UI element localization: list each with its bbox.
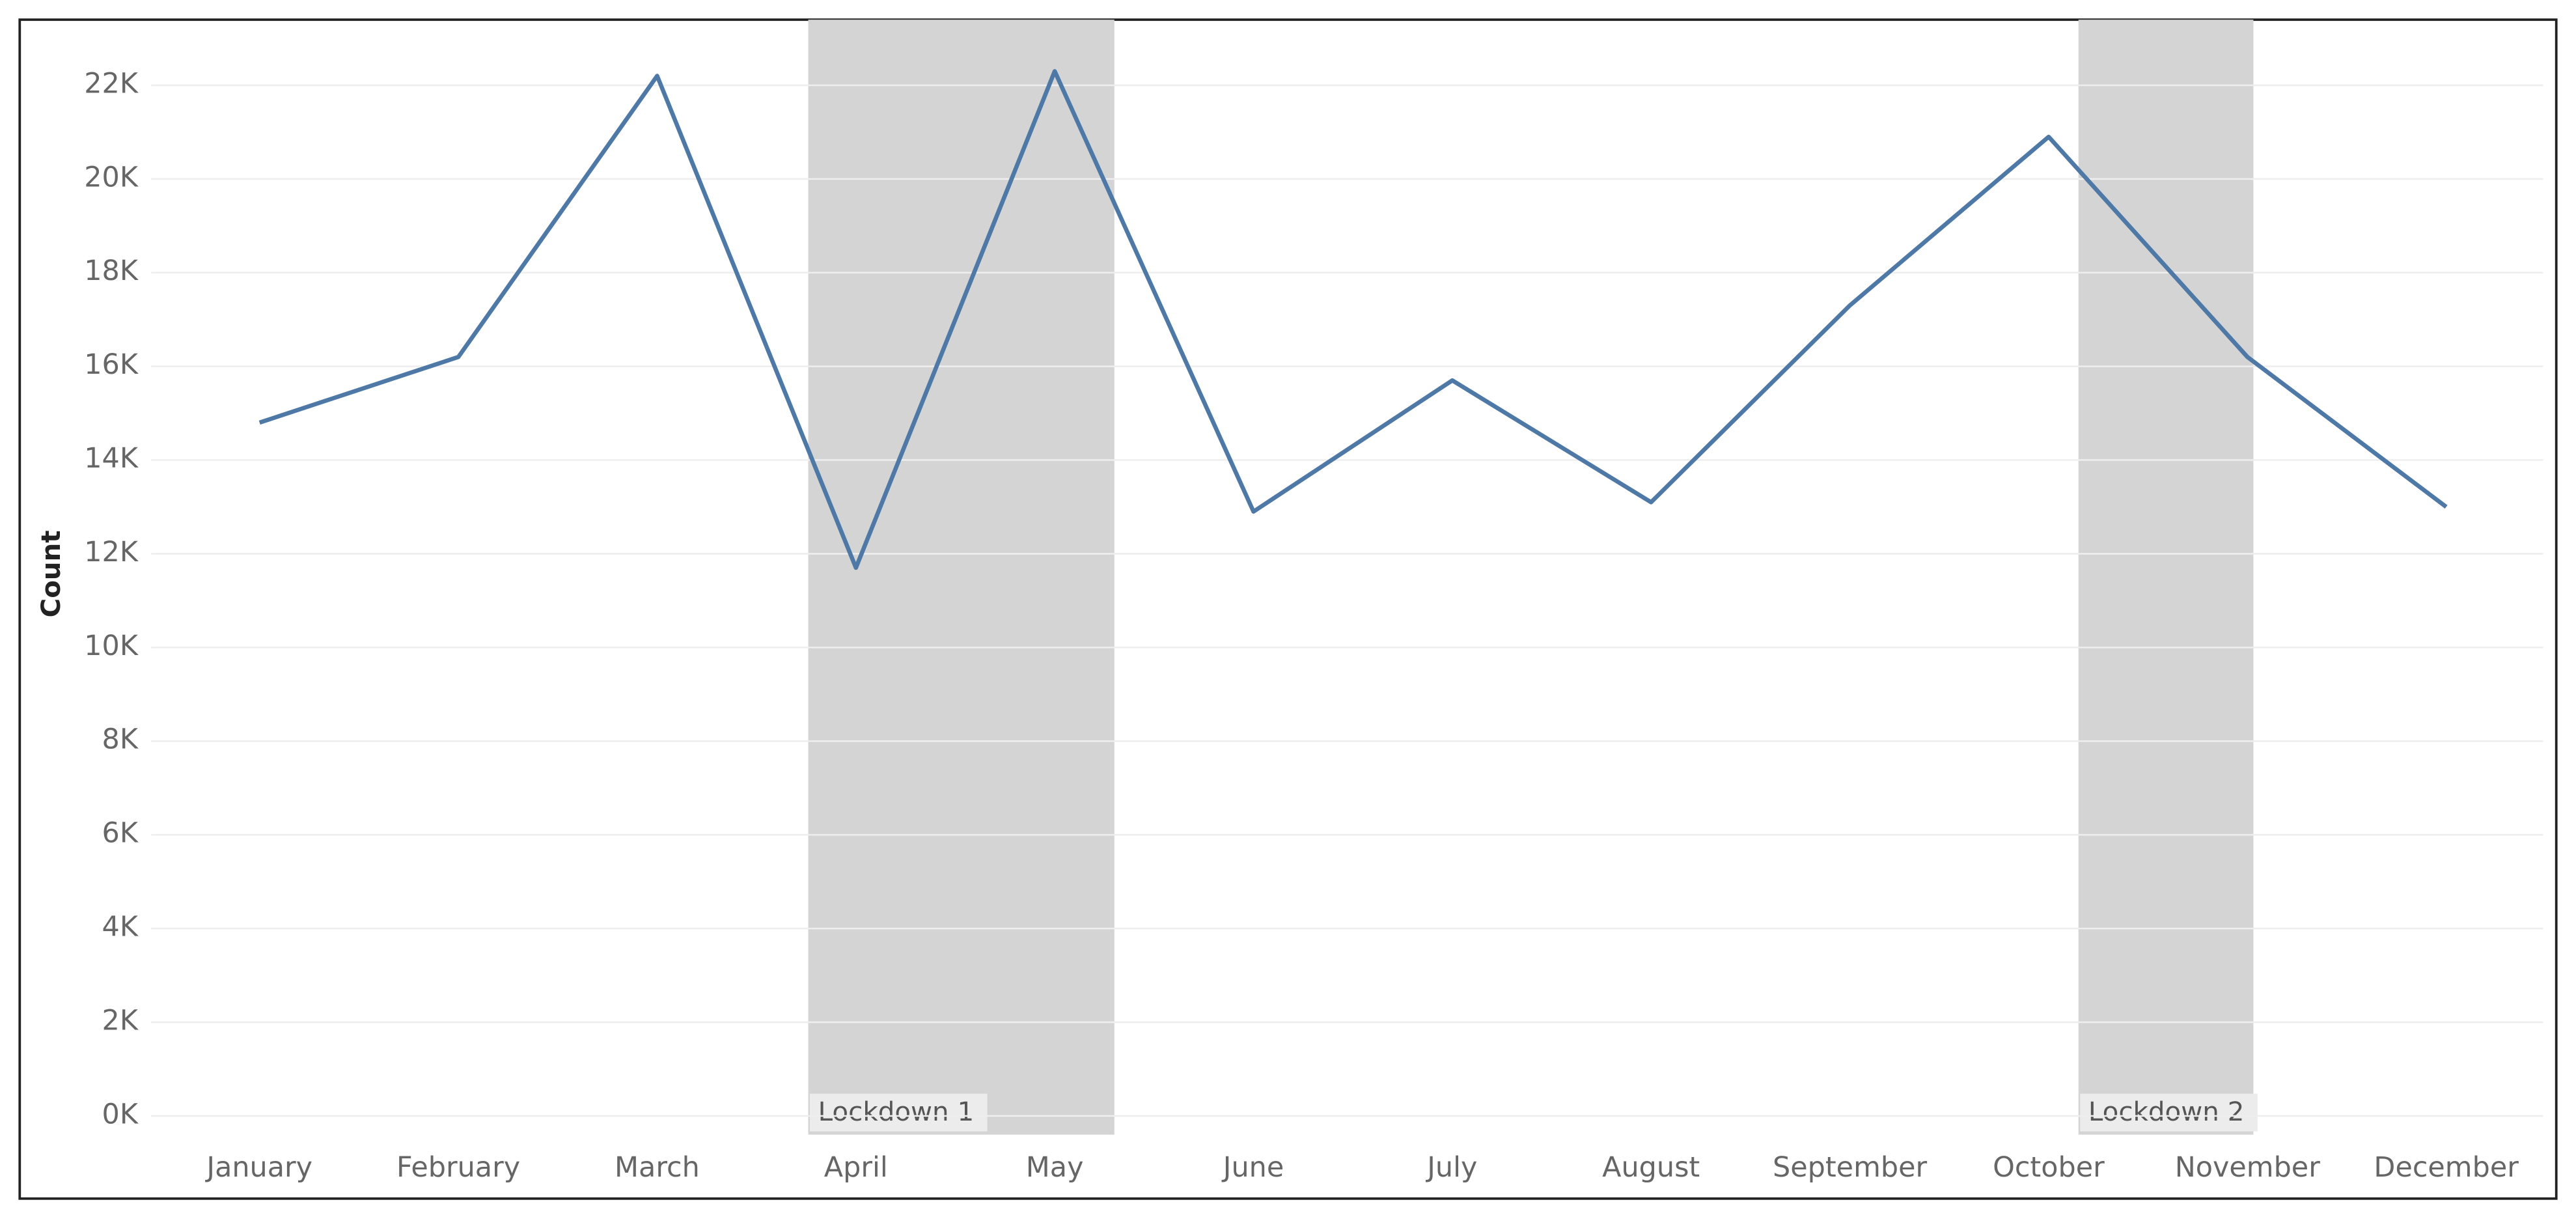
y-tick-label: 12K	[84, 536, 139, 568]
data-line	[258, 69, 2448, 570]
y-tick-label: 16K	[84, 348, 139, 381]
x-tick-label: November	[2175, 1151, 2321, 1184]
y-tick-label: 22K	[84, 67, 139, 100]
x-tick-label: March	[615, 1151, 700, 1184]
y-tick-label: 4K	[102, 911, 139, 943]
y-tick-label: 6K	[102, 817, 139, 850]
x-tick-label: June	[1221, 1151, 1284, 1184]
y-tick-label: 10K	[84, 630, 139, 662]
y-axis-label: Count	[36, 530, 66, 617]
y-tick-label: 18K	[84, 255, 139, 287]
x-tick-label: January	[204, 1151, 312, 1184]
y-tick-label: 0K	[102, 1098, 139, 1130]
band-label: Lockdown 2	[2088, 1096, 2245, 1127]
grid: 0K 2K 4K 6K 8K 10K 12K 14K 16K 18K 20K 22K January Fe…	[84, 67, 2543, 1184]
shaded-band	[2078, 20, 2254, 1135]
marks	[258, 69, 2448, 570]
bands: Lockdown 1 Lockdown 2	[808, 20, 2258, 1135]
x-tick-label: August	[1602, 1151, 1700, 1184]
band-label: Lockdown 1	[818, 1096, 975, 1127]
y-tick-label: 8K	[102, 723, 139, 756]
x-tick-label: July	[1425, 1151, 1477, 1184]
band-label-box	[2080, 1093, 2258, 1132]
shaded-band	[808, 20, 1115, 1135]
y-tick-label: 2K	[102, 1004, 139, 1037]
x-tick-label: October	[1993, 1151, 2105, 1184]
band-label-box	[810, 1093, 988, 1132]
x-tick-label: September	[1773, 1151, 1927, 1184]
y-tick-label: 20K	[84, 161, 139, 193]
x-tick-label: April	[824, 1151, 888, 1184]
y-tick-label: 14K	[84, 442, 139, 475]
x-tick-label: February	[396, 1151, 520, 1184]
x-tick-label: December	[2374, 1151, 2519, 1184]
x-tick-label: May	[1026, 1151, 1084, 1184]
